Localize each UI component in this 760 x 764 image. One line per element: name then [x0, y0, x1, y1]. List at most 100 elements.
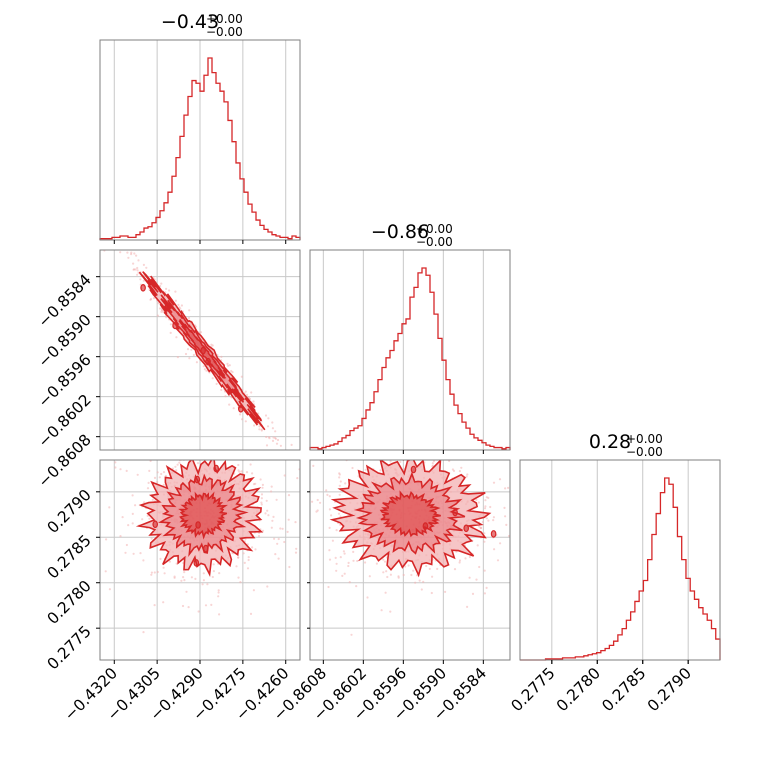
density-island [152, 520, 159, 529]
sample-point [139, 552, 142, 555]
sample-point [211, 575, 214, 579]
sample-point [240, 375, 243, 378]
sample-point [180, 579, 183, 582]
sample-point [328, 508, 331, 511]
sample-point [379, 469, 382, 472]
y-tick-label: 0.2775 [44, 622, 95, 673]
sample-point [430, 591, 433, 595]
sample-point [111, 235, 113, 237]
sample-point [104, 570, 107, 573]
sample-point [389, 610, 392, 613]
sample-point [504, 515, 507, 518]
sample-point [137, 259, 140, 262]
sample-point [465, 475, 468, 478]
sample-point [499, 542, 502, 545]
sample-point [270, 447, 272, 449]
sample-point [485, 586, 488, 590]
sample-point [149, 298, 152, 301]
sample-point [266, 425, 270, 428]
sample-point [258, 428, 261, 431]
sample-point [119, 535, 122, 538]
panel-title-lower-1: −0.00 [206, 25, 243, 39]
sample-point [353, 448, 355, 450]
sample-point [364, 561, 367, 564]
sample-point [399, 460, 402, 463]
sample-point [237, 469, 240, 472]
sample-point [148, 517, 151, 520]
sample-point [511, 507, 513, 509]
sample-point [133, 252, 136, 255]
sample-point [244, 444, 246, 446]
sample-point [413, 454, 415, 456]
sample-point [101, 222, 103, 224]
sample-point [283, 474, 286, 477]
sample-point [119, 251, 122, 254]
sample-point [484, 505, 487, 508]
sample-point [511, 458, 513, 460]
sample-point [119, 468, 122, 471]
sample-point [178, 461, 181, 464]
sample-point [252, 447, 254, 449]
sample-point [142, 559, 145, 562]
sample-point [397, 576, 400, 579]
sample-point [239, 413, 242, 416]
sample-point [150, 537, 153, 540]
sample-point [460, 466, 463, 469]
sample-point [342, 550, 345, 553]
sample-point [444, 590, 447, 594]
sample-point [274, 430, 277, 433]
sample-point [142, 263, 145, 266]
sample-point [271, 421, 274, 424]
sample-point [221, 452, 223, 454]
sample-point [418, 579, 421, 582]
sample-point [156, 480, 159, 484]
sample-point [412, 569, 415, 572]
sample-point [129, 246, 131, 248]
sample-point [422, 580, 425, 584]
panel-title-upper-3: +0.00 [626, 432, 663, 446]
sample-point [215, 408, 217, 410]
sample-point [338, 493, 341, 496]
sample-point [338, 484, 341, 487]
sample-point [294, 521, 297, 524]
sample-point [339, 480, 342, 483]
sample-point [251, 546, 254, 549]
sample-point [259, 478, 262, 481]
sample-point [375, 562, 378, 565]
sample-point [335, 569, 338, 572]
sample-point [136, 266, 139, 270]
sample-point [498, 478, 502, 481]
sample-point [328, 549, 331, 552]
sample-point [136, 273, 139, 276]
sample-point [414, 581, 417, 584]
x-tick-label: 0.2775 [508, 664, 559, 715]
sample-point [84, 514, 86, 516]
sample-point [344, 482, 347, 485]
axes-frame [99, 249, 301, 451]
sample-point [484, 499, 487, 502]
panel-title-upper-2: +0.00 [416, 222, 453, 236]
sample-point [382, 558, 385, 561]
sample-point [153, 476, 157, 479]
sample-point [247, 558, 250, 562]
sample-point [343, 552, 346, 555]
sample-point [265, 499, 268, 502]
sample-point [260, 501, 263, 504]
sample-point [226, 362, 229, 365]
sample-point [466, 605, 469, 609]
sample-point [146, 487, 150, 490]
sample-point [436, 567, 439, 571]
x-tick-label: 0.2785 [598, 664, 649, 715]
sample-point [475, 578, 478, 581]
sample-point [384, 439, 386, 441]
sample-point [341, 574, 344, 578]
density-contour [178, 491, 228, 540]
sample-point [197, 610, 200, 613]
sample-point [250, 391, 253, 394]
sample-point [245, 393, 249, 396]
panel-title-3: 0.28 [589, 431, 631, 453]
density-panel [101, 222, 293, 447]
sample-point [182, 576, 185, 579]
panel-title-lower-3: −0.00 [626, 445, 663, 459]
sample-point [175, 469, 178, 472]
